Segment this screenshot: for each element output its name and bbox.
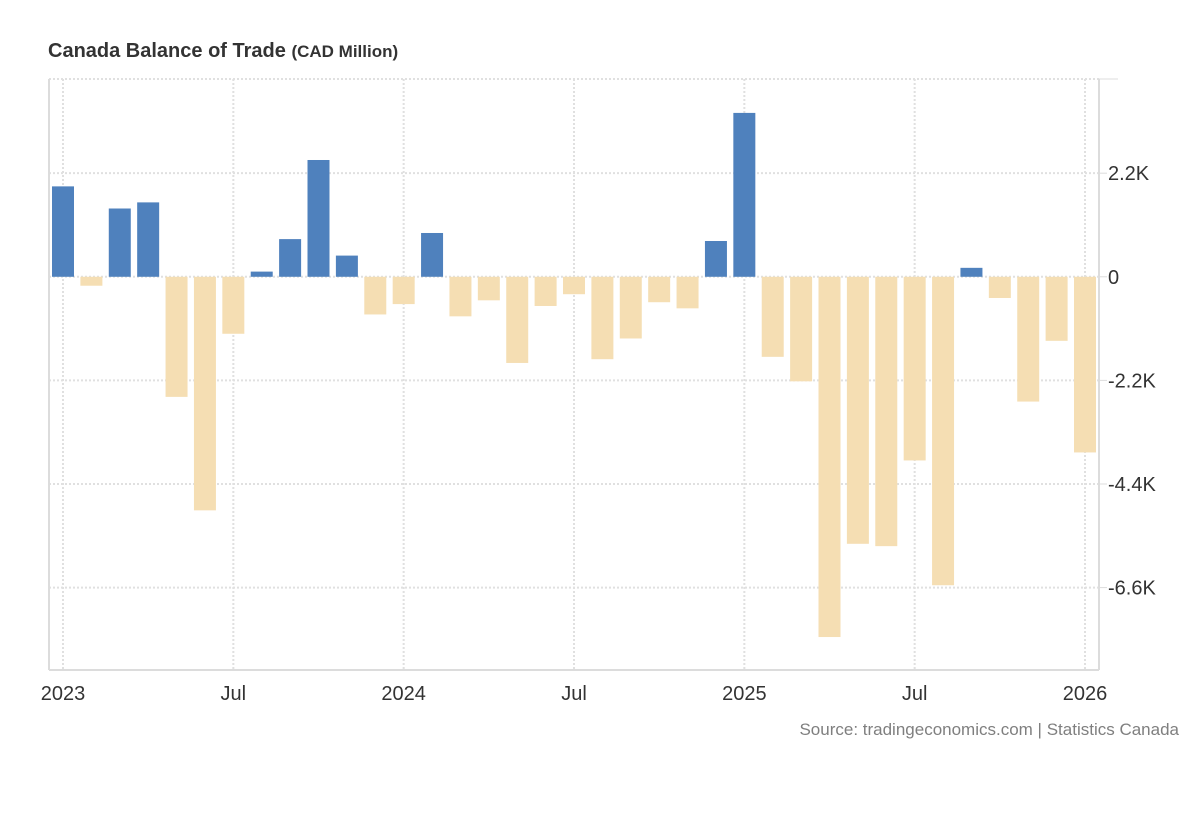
- bar: Jul 2024: -370: [563, 276, 585, 295]
- bar: Nov 2025: -2650: [1017, 276, 1040, 402]
- bar: Mar 2023: 1450: [108, 208, 131, 277]
- bar: Jan 2025: 3480: [733, 112, 756, 277]
- bar: Jun 2025: -5720: [875, 276, 898, 547]
- bar: Jul 2023: -1210: [222, 276, 245, 334]
- x-tick-label: 2025: [722, 683, 767, 705]
- bar: Jul 2025: -3900: [903, 276, 926, 461]
- y-tick-label: 0: [1108, 267, 1119, 289]
- bar: May 2025: -5670: [846, 276, 869, 544]
- chart-title: Canada Balance of Trade (CAD Million): [48, 40, 398, 63]
- chart-title-text: Canada Balance of Trade: [48, 40, 286, 62]
- bar: Feb 2023: -190: [80, 276, 103, 286]
- x-tick-label: 2024: [381, 683, 426, 705]
- source-attribution: Source: tradingeconomics.com | Statistic…: [799, 720, 1179, 739]
- bar: Nov 2023: 450: [335, 255, 358, 277]
- bar: May 2023: -2550: [165, 276, 188, 397]
- bar: Dec 2023: -800: [364, 276, 387, 315]
- x-tick-label: Jul: [902, 683, 928, 705]
- bar: Sep 2025: 190: [960, 267, 983, 277]
- bar: Apr 2023: 1580: [137, 202, 160, 277]
- x-tick-label: 2026: [1063, 683, 1108, 705]
- bar: Nov 2024: -670: [676, 276, 699, 309]
- bar: Sep 2024: -1310: [619, 276, 642, 339]
- y-tick-label: -4.4K: [1108, 474, 1156, 496]
- bar: Apr 2024: -500: [477, 276, 500, 301]
- bar: Jan 2024: -580: [392, 276, 415, 305]
- x-tick-label: 2023: [41, 683, 86, 705]
- bar-layer: Jan 2023: 1920 Feb 2023: -190 Mar 2023: 14…: [52, 112, 1096, 638]
- bar: Aug 2025: -6550: [932, 276, 955, 586]
- bar: Dec 2024: 760: [704, 240, 727, 277]
- bar: Jun 2024: -620: [534, 276, 557, 306]
- bar: Apr 2025: -7650: [818, 276, 841, 638]
- bar: Sep 2023: 800: [279, 239, 302, 277]
- bar: Oct 2023: 2480: [307, 159, 330, 277]
- y-tick-label: 2.2K: [1108, 163, 1150, 185]
- bar: Dec 2025: -1360: [1045, 276, 1068, 341]
- bar: May 2024: -1830: [506, 276, 529, 363]
- bar: Feb 2025: -1700: [761, 276, 784, 357]
- bar: Mar 2024: -840: [449, 276, 472, 317]
- bar: Oct 2024: -540: [648, 276, 671, 303]
- bar: Jan 2023: 1920: [52, 186, 74, 277]
- bar: Jun 2023: -4960: [193, 276, 216, 511]
- x-tick-label: Jul: [221, 683, 247, 705]
- bar: Feb 2024: 930: [421, 232, 444, 277]
- bar: Jan 2026: -3730: [1074, 276, 1096, 453]
- bar: Aug 2023: 110: [250, 271, 273, 277]
- axis-layer: [48, 78, 1118, 671]
- bar: Oct 2025: -450: [988, 276, 1011, 298]
- y-tick-label: -6.6K: [1108, 578, 1156, 600]
- chart-unit: (CAD Million): [291, 42, 399, 61]
- bar: Aug 2024: -1750: [591, 276, 614, 360]
- x-tick-label: Jul: [561, 683, 587, 705]
- bar: Mar 2025: -2220: [790, 276, 813, 382]
- label-layer: 2.2K 0 -2.2K -4.4K -6.6K 2023 Jul 2024 Jul 2025 Ju…: [41, 163, 1157, 705]
- y-tick-label: -2.2K: [1108, 370, 1156, 392]
